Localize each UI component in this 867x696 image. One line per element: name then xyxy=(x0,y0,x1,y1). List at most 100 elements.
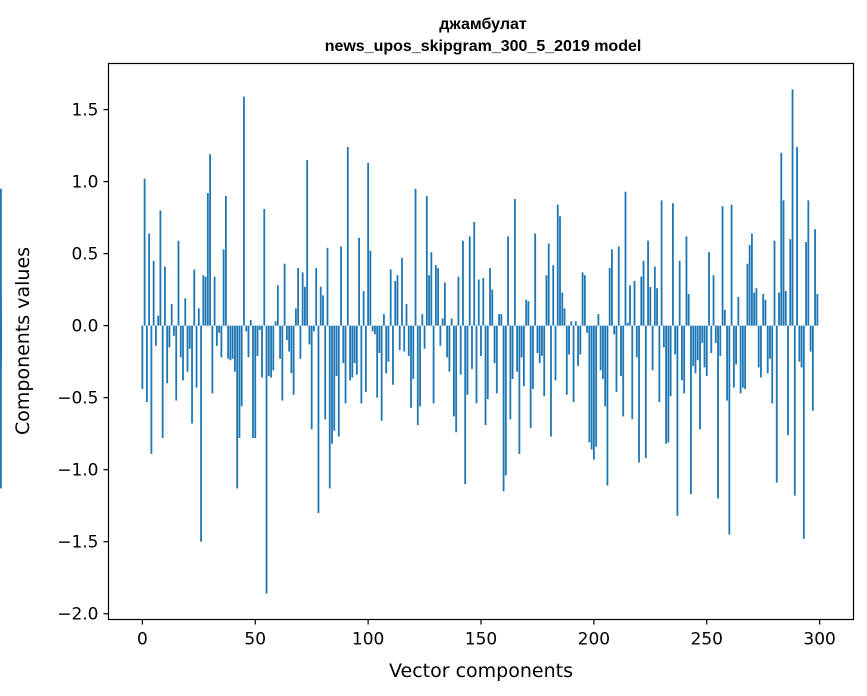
x-tick-label: 100 xyxy=(352,630,384,650)
bar-123 xyxy=(419,325,421,407)
bar-290 xyxy=(796,147,798,326)
bar-228 xyxy=(656,288,658,326)
bar-226 xyxy=(651,325,654,371)
bar-265 xyxy=(739,325,742,394)
bar-135 xyxy=(446,325,449,358)
bar-283 xyxy=(780,152,783,326)
bar-288 xyxy=(791,89,794,326)
bar-115 xyxy=(401,257,403,326)
bar-286 xyxy=(787,325,789,436)
bars-group xyxy=(0,89,819,594)
bar-230 xyxy=(660,200,663,326)
bar-85 xyxy=(333,325,336,431)
bar-243 xyxy=(690,325,692,495)
bar-75 xyxy=(310,325,313,430)
bar-189 xyxy=(568,325,570,355)
bar-183 xyxy=(554,325,557,381)
bar-272 xyxy=(755,288,758,326)
bar-126 xyxy=(425,196,428,326)
bar-150 xyxy=(480,325,482,356)
bar-28 xyxy=(204,276,207,326)
bar-30 xyxy=(209,154,211,326)
bar-264 xyxy=(737,296,740,326)
bar-185 xyxy=(559,216,561,326)
bar-165 xyxy=(513,198,516,326)
bar-130 xyxy=(434,265,437,326)
bar-162 xyxy=(507,236,509,326)
bar-92 xyxy=(349,325,351,381)
bar-224 xyxy=(647,240,649,326)
bar-196 xyxy=(583,275,586,326)
bar-166 xyxy=(516,325,519,372)
bar-46 xyxy=(245,325,248,332)
bar-262 xyxy=(732,325,735,388)
bar-104 xyxy=(376,325,379,398)
bar-250 xyxy=(705,325,708,377)
bar-285 xyxy=(784,291,787,326)
bar-258 xyxy=(723,309,726,326)
bar-10 xyxy=(164,266,166,326)
bar-41 xyxy=(234,325,236,372)
bar-182 xyxy=(552,265,555,326)
bar-20 xyxy=(186,325,189,372)
bar-44 xyxy=(240,325,243,407)
y-axis-label: Components values xyxy=(12,247,34,435)
bar-240 xyxy=(683,325,686,394)
bar-68 xyxy=(294,308,297,326)
bar-296 xyxy=(809,325,812,352)
bar-125 xyxy=(423,325,426,349)
bar-undefined xyxy=(0,188,2,326)
bar-29 xyxy=(206,193,209,326)
bar-60 xyxy=(276,285,279,326)
bar-279 xyxy=(771,325,774,404)
bar-52 xyxy=(258,325,261,330)
bar-202 xyxy=(597,314,600,326)
bar-136 xyxy=(448,325,451,372)
bar-184 xyxy=(556,204,559,326)
bar-275 xyxy=(762,293,765,326)
bar-144 xyxy=(466,325,469,395)
bar-48 xyxy=(249,319,252,326)
bar-216 xyxy=(629,285,631,326)
bar-17 xyxy=(179,325,182,358)
bar-91 xyxy=(346,147,349,326)
bar-188 xyxy=(565,325,568,395)
chart-title: джамбулат xyxy=(439,16,527,33)
bar-119 xyxy=(410,325,412,408)
bar-34 xyxy=(218,325,221,333)
bar-82 xyxy=(326,247,329,326)
bar-81 xyxy=(324,325,327,420)
bar-3 xyxy=(148,233,151,326)
bar-100 xyxy=(367,162,370,326)
bar-176 xyxy=(538,325,541,364)
bar-194 xyxy=(579,325,582,355)
bar-291 xyxy=(798,325,801,362)
bar-43 xyxy=(238,325,241,439)
bar-263 xyxy=(735,325,738,365)
bar-180 xyxy=(547,243,550,326)
bar-199 xyxy=(590,325,593,450)
y-tick-label: 0.5 xyxy=(71,245,98,265)
bar-23 xyxy=(193,269,196,326)
bar-39 xyxy=(229,325,232,361)
bar-37 xyxy=(224,196,227,326)
bar-177 xyxy=(541,325,543,356)
x-tick-label: 0 xyxy=(137,630,148,650)
bar-299 xyxy=(816,293,819,326)
bar-26 xyxy=(200,325,202,542)
bar-156 xyxy=(493,325,496,364)
x-axis: 0 50 100 150 200 250 300 xyxy=(137,619,836,650)
bar-129 xyxy=(432,325,435,404)
bar-90 xyxy=(344,325,347,404)
bar-205 xyxy=(604,325,607,407)
bar-57 xyxy=(270,325,272,378)
bar-4 xyxy=(150,325,153,454)
bar-87 xyxy=(337,325,340,437)
bar-233 xyxy=(667,325,670,443)
bar-103 xyxy=(373,325,376,335)
bar-97 xyxy=(360,325,363,404)
bar-241 xyxy=(685,236,688,326)
bar-86 xyxy=(335,325,338,377)
bar-11 xyxy=(166,325,169,384)
bar-21 xyxy=(188,325,191,349)
